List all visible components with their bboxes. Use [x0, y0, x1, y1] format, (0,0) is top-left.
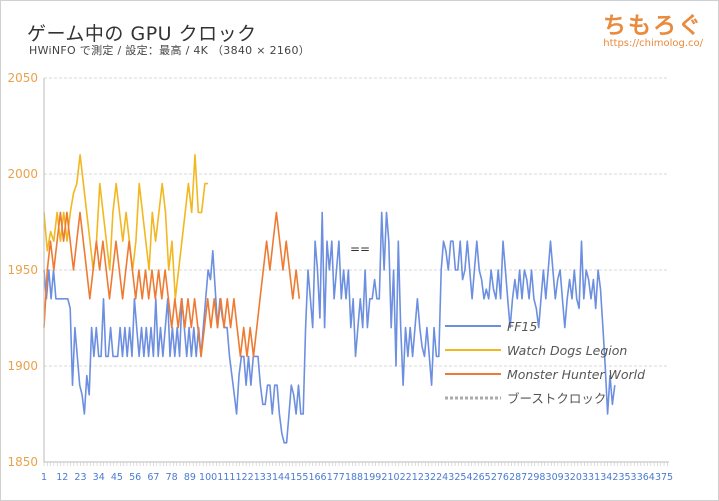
brand-logo: ちもろぐ https://chimolog.co/: [603, 6, 703, 49]
x-tick-label: 364: [637, 472, 655, 483]
y-tick-label: 2000: [7, 167, 38, 181]
axes: 1850 1900 1950 2000 2050 1 12 23 34 45 56 67 78 89 100…: [7, 71, 673, 483]
legend-label: Monster Hunter World: [507, 367, 645, 382]
x-tick-label: 67: [147, 472, 159, 483]
x-tick-label: 243: [436, 472, 454, 483]
y-tick-label: 2050: [7, 71, 38, 85]
x-tick-label: 144: [272, 472, 290, 483]
x-tick-label: 56: [129, 472, 141, 483]
x-tick-label: 221: [400, 472, 418, 483]
x-tick-label: 133: [254, 472, 272, 483]
x-tick-label: 166: [308, 472, 326, 483]
x-tick-label: 331: [582, 472, 600, 483]
y-tick-label: 1950: [7, 263, 38, 277]
x-tick-label: 265: [473, 472, 491, 483]
x-tick-label: 210: [381, 472, 399, 483]
x-tick-label: 188: [345, 472, 363, 483]
x-tick-label: 111: [217, 472, 235, 483]
x-tick-label: 276: [491, 472, 509, 483]
x-tick-label: 23: [74, 472, 86, 483]
x-tick-label: 45: [111, 472, 123, 483]
x-tick-label: 78: [166, 472, 178, 483]
x-tick-label: 89: [184, 472, 196, 483]
legend-label: ブーストクロック: [507, 391, 606, 406]
x-tick-label: 298: [527, 472, 545, 483]
x-tick-label: 287: [509, 472, 527, 483]
series-line-1: [43, 154, 209, 300]
x-tick-label: 320: [564, 472, 582, 483]
x-tick-label: 353: [618, 472, 636, 483]
x-tick-label: 254: [454, 472, 472, 483]
series-layer: [43, 154, 616, 444]
stray-mark: ==: [350, 242, 370, 256]
y-tick-label: 1900: [7, 359, 38, 373]
x-tick-label: 375: [655, 472, 673, 483]
series-line-0: [43, 211, 616, 444]
series-line-2: [43, 211, 301, 358]
y-tick-label: 1850: [7, 455, 38, 469]
legend: FF15 Watch Dogs Legion Monster Hunter Worl…: [445, 319, 645, 406]
x-tick-label: 342: [600, 472, 618, 483]
x-tick-label: 309: [546, 472, 564, 483]
x-tick-label: 100: [199, 472, 217, 483]
x-tick-label: 122: [236, 472, 254, 483]
x-tick-label: 1: [41, 472, 47, 483]
x-tick-label: 199: [363, 472, 381, 483]
legend-label: FF15: [507, 319, 537, 334]
chart-subtitle: HWiNFO で測定 / 設定：最高 / 4K （3840 × 2160）: [29, 44, 311, 57]
x-tick-label: 12: [56, 472, 68, 483]
brand-name: ちもろぐ: [603, 13, 703, 39]
legend-label: Watch Dogs Legion: [507, 343, 627, 358]
x-tick-label: 34: [93, 472, 105, 483]
x-tick-label: 177: [327, 472, 345, 483]
x-tick-label: 232: [418, 472, 436, 483]
x-tick-label: 155: [290, 472, 308, 483]
chart-title: ゲーム中の GPU クロック: [27, 23, 257, 45]
brand-url: https://chimolog.co/: [603, 38, 703, 49]
